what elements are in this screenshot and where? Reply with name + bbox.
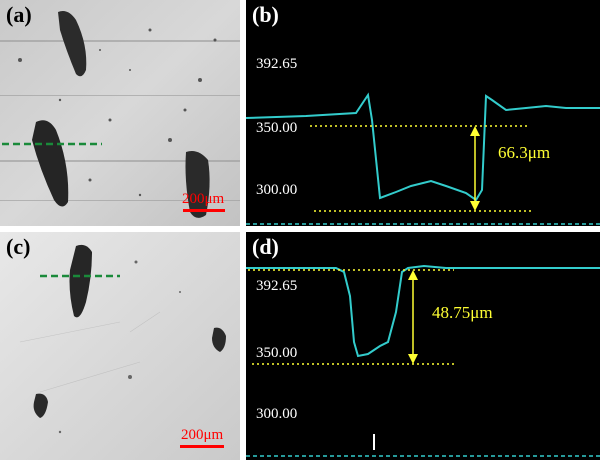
tick-b-0: 392.65 (256, 56, 298, 72)
scale-bar-label-c: 200μm (181, 427, 224, 443)
measurement-b: 66.3μm (498, 143, 551, 162)
tick-b-1: 350.00 (256, 120, 298, 136)
panel-label-b: (b) (252, 2, 279, 27)
measurement-d: 48.75μm (432, 303, 493, 322)
scale-bar-c (180, 445, 224, 448)
micrograph-a (0, 0, 240, 226)
panel-d: (d) 392.65 350.00 300.00 48.75μm (246, 232, 600, 460)
panel-label-c: (c) (6, 234, 31, 259)
panel-c: (c) 200μm (0, 232, 240, 460)
panel-b: (b) 392.65 350.00 300.00 66.3μm (246, 0, 600, 226)
tick-d-2: 300.00 (256, 406, 298, 422)
profile-plot-d (246, 264, 600, 457)
tick-d-0: 392.65 (256, 278, 298, 294)
tick-b-2: 300.00 (256, 182, 298, 198)
profile-curve-b (246, 92, 600, 202)
scale-bar-label-a: 200μm (182, 191, 225, 207)
profile-plot-b (246, 92, 600, 225)
profile-curve-d (246, 264, 600, 358)
panel-a: (a) 200μm (0, 0, 240, 226)
panel-label-d: (d) (252, 234, 279, 259)
panel-label-a: (a) (6, 2, 32, 27)
tick-d-1: 350.00 (256, 345, 298, 361)
micrograph-c (0, 232, 240, 460)
scale-bar-a (183, 209, 225, 212)
